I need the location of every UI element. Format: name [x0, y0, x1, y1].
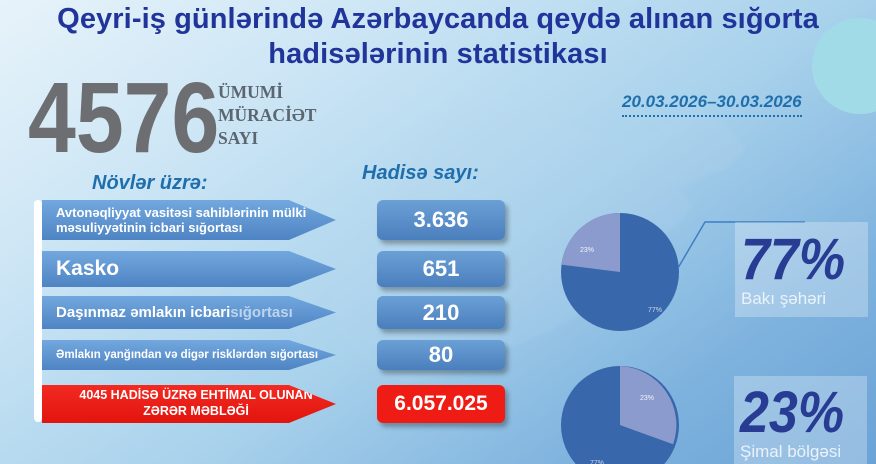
svg-text:23%: 23% [580, 247, 594, 254]
svg-text:77%: 77% [590, 460, 604, 464]
svg-text:77%: 77% [648, 307, 662, 314]
svg-text:23%: 23% [640, 395, 654, 402]
